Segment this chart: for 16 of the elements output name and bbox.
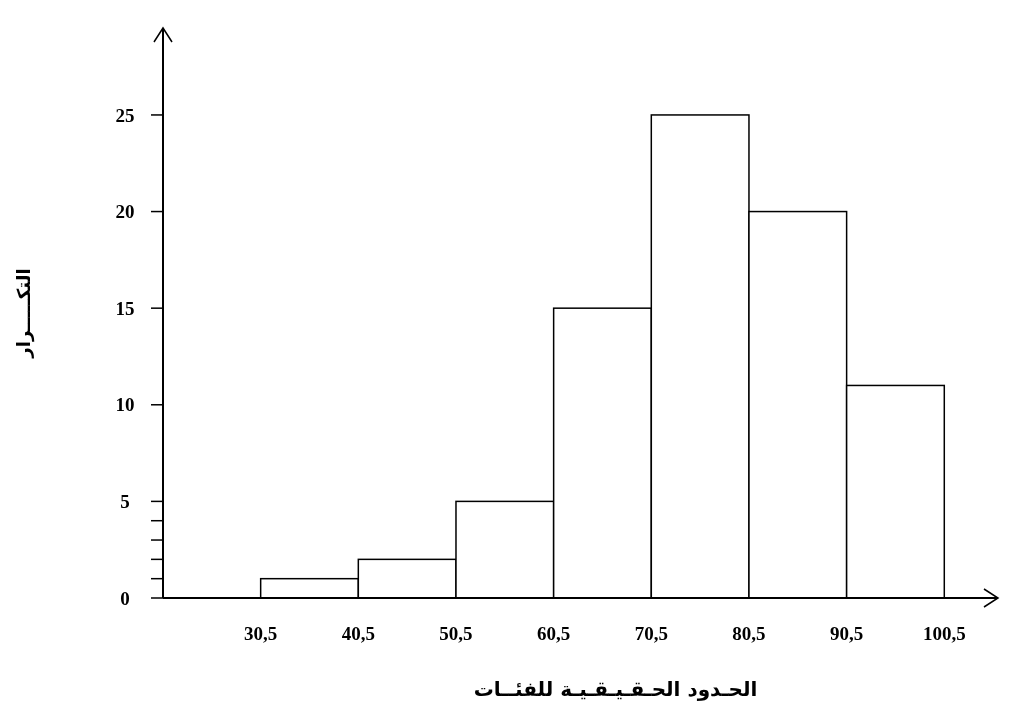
x-tick-label: 40,5 xyxy=(341,623,375,644)
x-tick-label: 30,5 xyxy=(244,623,278,644)
y-tick-label: 15 xyxy=(115,297,135,319)
y-tick-label: 20 xyxy=(115,201,135,223)
y-tick-label: 0 xyxy=(120,587,130,609)
x-tick-label: 50,5 xyxy=(439,623,473,644)
x-tick-label: 100,5 xyxy=(922,623,966,644)
x-tick-label: 60,5 xyxy=(537,623,571,644)
x-tick-label: 80,5 xyxy=(732,623,766,644)
y-tick-label: 25 xyxy=(115,104,135,126)
x-axis-title: الحـدود الحـقـيـقـيـة للفئــات xyxy=(473,677,758,701)
y-tick-label: 5 xyxy=(120,491,130,513)
x-tick-label: 70,5 xyxy=(634,623,668,644)
x-tick-label: 90,5 xyxy=(830,623,864,644)
y-axis-title: التكـــــرار xyxy=(13,268,35,359)
y-tick-label: 10 xyxy=(115,394,135,416)
